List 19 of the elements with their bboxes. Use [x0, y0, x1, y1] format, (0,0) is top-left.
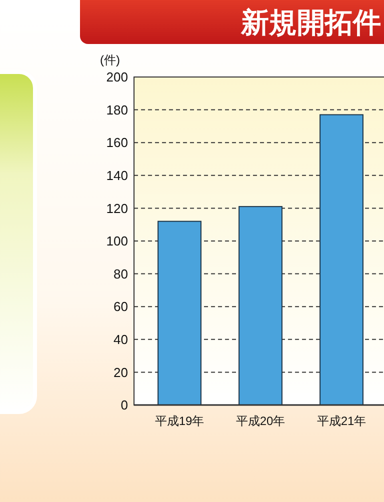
- bar: [158, 220, 202, 406]
- bar: [238, 206, 282, 406]
- y-tick-label: 80: [114, 266, 128, 282]
- bar: [320, 114, 364, 406]
- y-tick-label: 120: [106, 200, 128, 216]
- y-tick-label: 40: [114, 332, 128, 347]
- chart-title: 新規開拓件: [240, 7, 381, 38]
- y-tick-label: 100: [106, 234, 128, 249]
- y-tick-label: 160: [106, 135, 128, 150]
- x-tick-label: 平成20年: [236, 414, 286, 428]
- y-tick-label: 200: [106, 70, 128, 85]
- y-tick-label: 60: [114, 299, 128, 314]
- y-tick-label: 20: [114, 364, 128, 380]
- y-tick-label: 0: [120, 398, 128, 413]
- y-tick-label: 140: [106, 168, 128, 183]
- x-tick-label: 平成21年: [316, 414, 366, 428]
- y-axis-title: (件): [100, 53, 120, 67]
- x-tick-label: 平成19年: [154, 414, 204, 428]
- y-tick-label: 180: [106, 102, 128, 118]
